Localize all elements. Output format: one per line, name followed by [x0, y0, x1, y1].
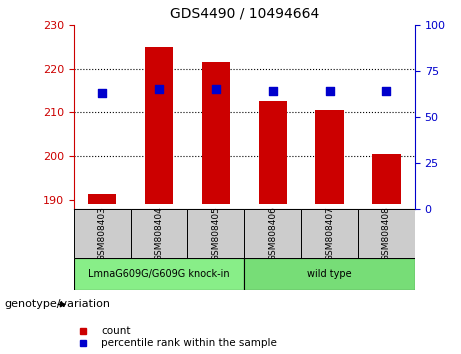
- Text: GSM808403: GSM808403: [98, 206, 106, 261]
- Bar: [74, 258, 244, 290]
- Text: LmnaG609G/G609G knock-in: LmnaG609G/G609G knock-in: [88, 269, 230, 279]
- Text: GSM808405: GSM808405: [212, 206, 220, 261]
- Bar: [301, 209, 358, 258]
- Bar: [188, 209, 244, 258]
- Bar: [358, 209, 415, 258]
- Point: [99, 90, 106, 96]
- Text: GSM808404: GSM808404: [154, 206, 164, 261]
- Bar: [244, 209, 301, 258]
- Text: GSM808406: GSM808406: [268, 206, 277, 261]
- Text: GSM808407: GSM808407: [325, 206, 334, 261]
- Text: genotype/variation: genotype/variation: [5, 299, 111, 309]
- Title: GDS4490 / 10494664: GDS4490 / 10494664: [170, 7, 319, 21]
- Bar: [244, 258, 415, 290]
- Bar: [372, 154, 401, 205]
- Text: percentile rank within the sample: percentile rank within the sample: [101, 338, 278, 348]
- Bar: [315, 110, 344, 205]
- Bar: [88, 194, 116, 205]
- Bar: [145, 47, 173, 205]
- Bar: [259, 102, 287, 205]
- Point: [269, 88, 277, 94]
- Point: [155, 86, 163, 92]
- Text: count: count: [101, 326, 131, 336]
- Text: wild type: wild type: [307, 269, 352, 279]
- Point: [326, 88, 333, 94]
- Point: [212, 86, 219, 92]
- Bar: [201, 62, 230, 205]
- Text: GSM808408: GSM808408: [382, 206, 391, 261]
- Bar: [130, 209, 188, 258]
- Point: [383, 88, 390, 94]
- Bar: [74, 209, 130, 258]
